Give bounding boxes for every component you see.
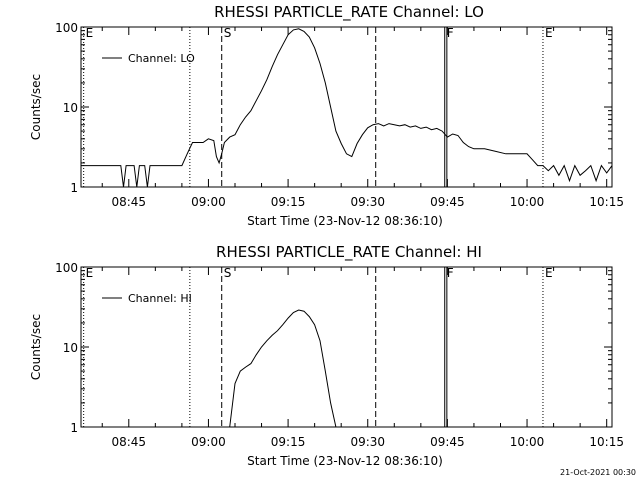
lo-marker-label-4: F [447,26,454,40]
lo-marker-label-0: E [86,26,94,40]
hi-xtick-label-1: 09:00 [191,435,226,449]
panel-hi-xlabel: Start Time (23-Nov-12 08:36:10) [247,454,443,468]
hi-xtick-label-0: 08:45 [111,435,146,449]
hi-series-group [229,309,337,427]
hi-legend-label: Channel: HI [128,292,192,305]
hi-marker-label-2: S [224,266,232,280]
panel-lo-plot-area: E S F E 08:45 09:00 09:15 09:30 09:45 10:00 10:15 1… [55,21,624,209]
lo-ytick-label-0: 1 [70,181,78,195]
hi-xtick-label-4: 09:45 [430,435,465,449]
panel-lo-title: RHESSI PARTICLE_RATE Channel: LO [214,3,484,22]
hi-ytick-label-2: 100 [55,261,78,275]
panel-lo: RHESSI PARTICLE_RATE Channel: LO Counts/… [29,3,624,228]
lo-xtick-label-5: 10:00 [510,195,545,209]
lo-legend-label: Channel: LO [128,52,195,65]
footer-timestamp: 21-Oct-2021 00:30 [560,468,636,477]
lo-xtick-label-4: 09:45 [430,195,465,209]
hi-xtick-label-5: 10:00 [510,435,545,449]
lo-xtick-label-0: 08:45 [111,195,146,209]
lo-xtick-label-3: 09:30 [350,195,385,209]
hi-series-line-0 [229,309,337,427]
hi-ytick-label-0: 1 [70,421,78,435]
hi-marker-label-0: E [86,266,94,280]
lo-xtick-label-1: 09:00 [191,195,226,209]
panel-lo-ylabel: Counts/sec [29,74,43,140]
hi-xtick-label-6: 10:15 [589,435,624,449]
lo-marker-label-6: E [545,26,553,40]
hi-ytick-label-1: 10 [63,341,78,355]
hi-marker-label-4: F [447,266,454,280]
lo-ytick-label-1: 10 [63,101,78,115]
hi-xtick-label-3: 09:30 [350,435,385,449]
panel-hi-plot-area: E S F E 08:45 09:00 09:15 09:30 09:45 10:00 10:15 1… [55,261,624,449]
panel-hi-title: RHESSI PARTICLE_RATE Channel: HI [216,243,482,262]
panel-hi-ylabel: Counts/sec [29,314,43,380]
lo-marker-label-2: S [224,26,232,40]
lo-ytick-label-2: 100 [55,21,78,35]
lo-series-group [81,28,612,187]
lo-xtick-label-6: 10:15 [589,195,624,209]
lo-xtick-label-2: 09:15 [271,195,306,209]
panel-lo-xlabel: Start Time (23-Nov-12 08:36:10) [247,214,443,228]
panel-hi: RHESSI PARTICLE_RATE Channel: HI Counts/… [29,243,624,468]
hi-marker-label-6: E [545,266,553,280]
lo-series-line-0 [81,28,612,187]
hi-xtick-label-2: 09:15 [271,435,306,449]
